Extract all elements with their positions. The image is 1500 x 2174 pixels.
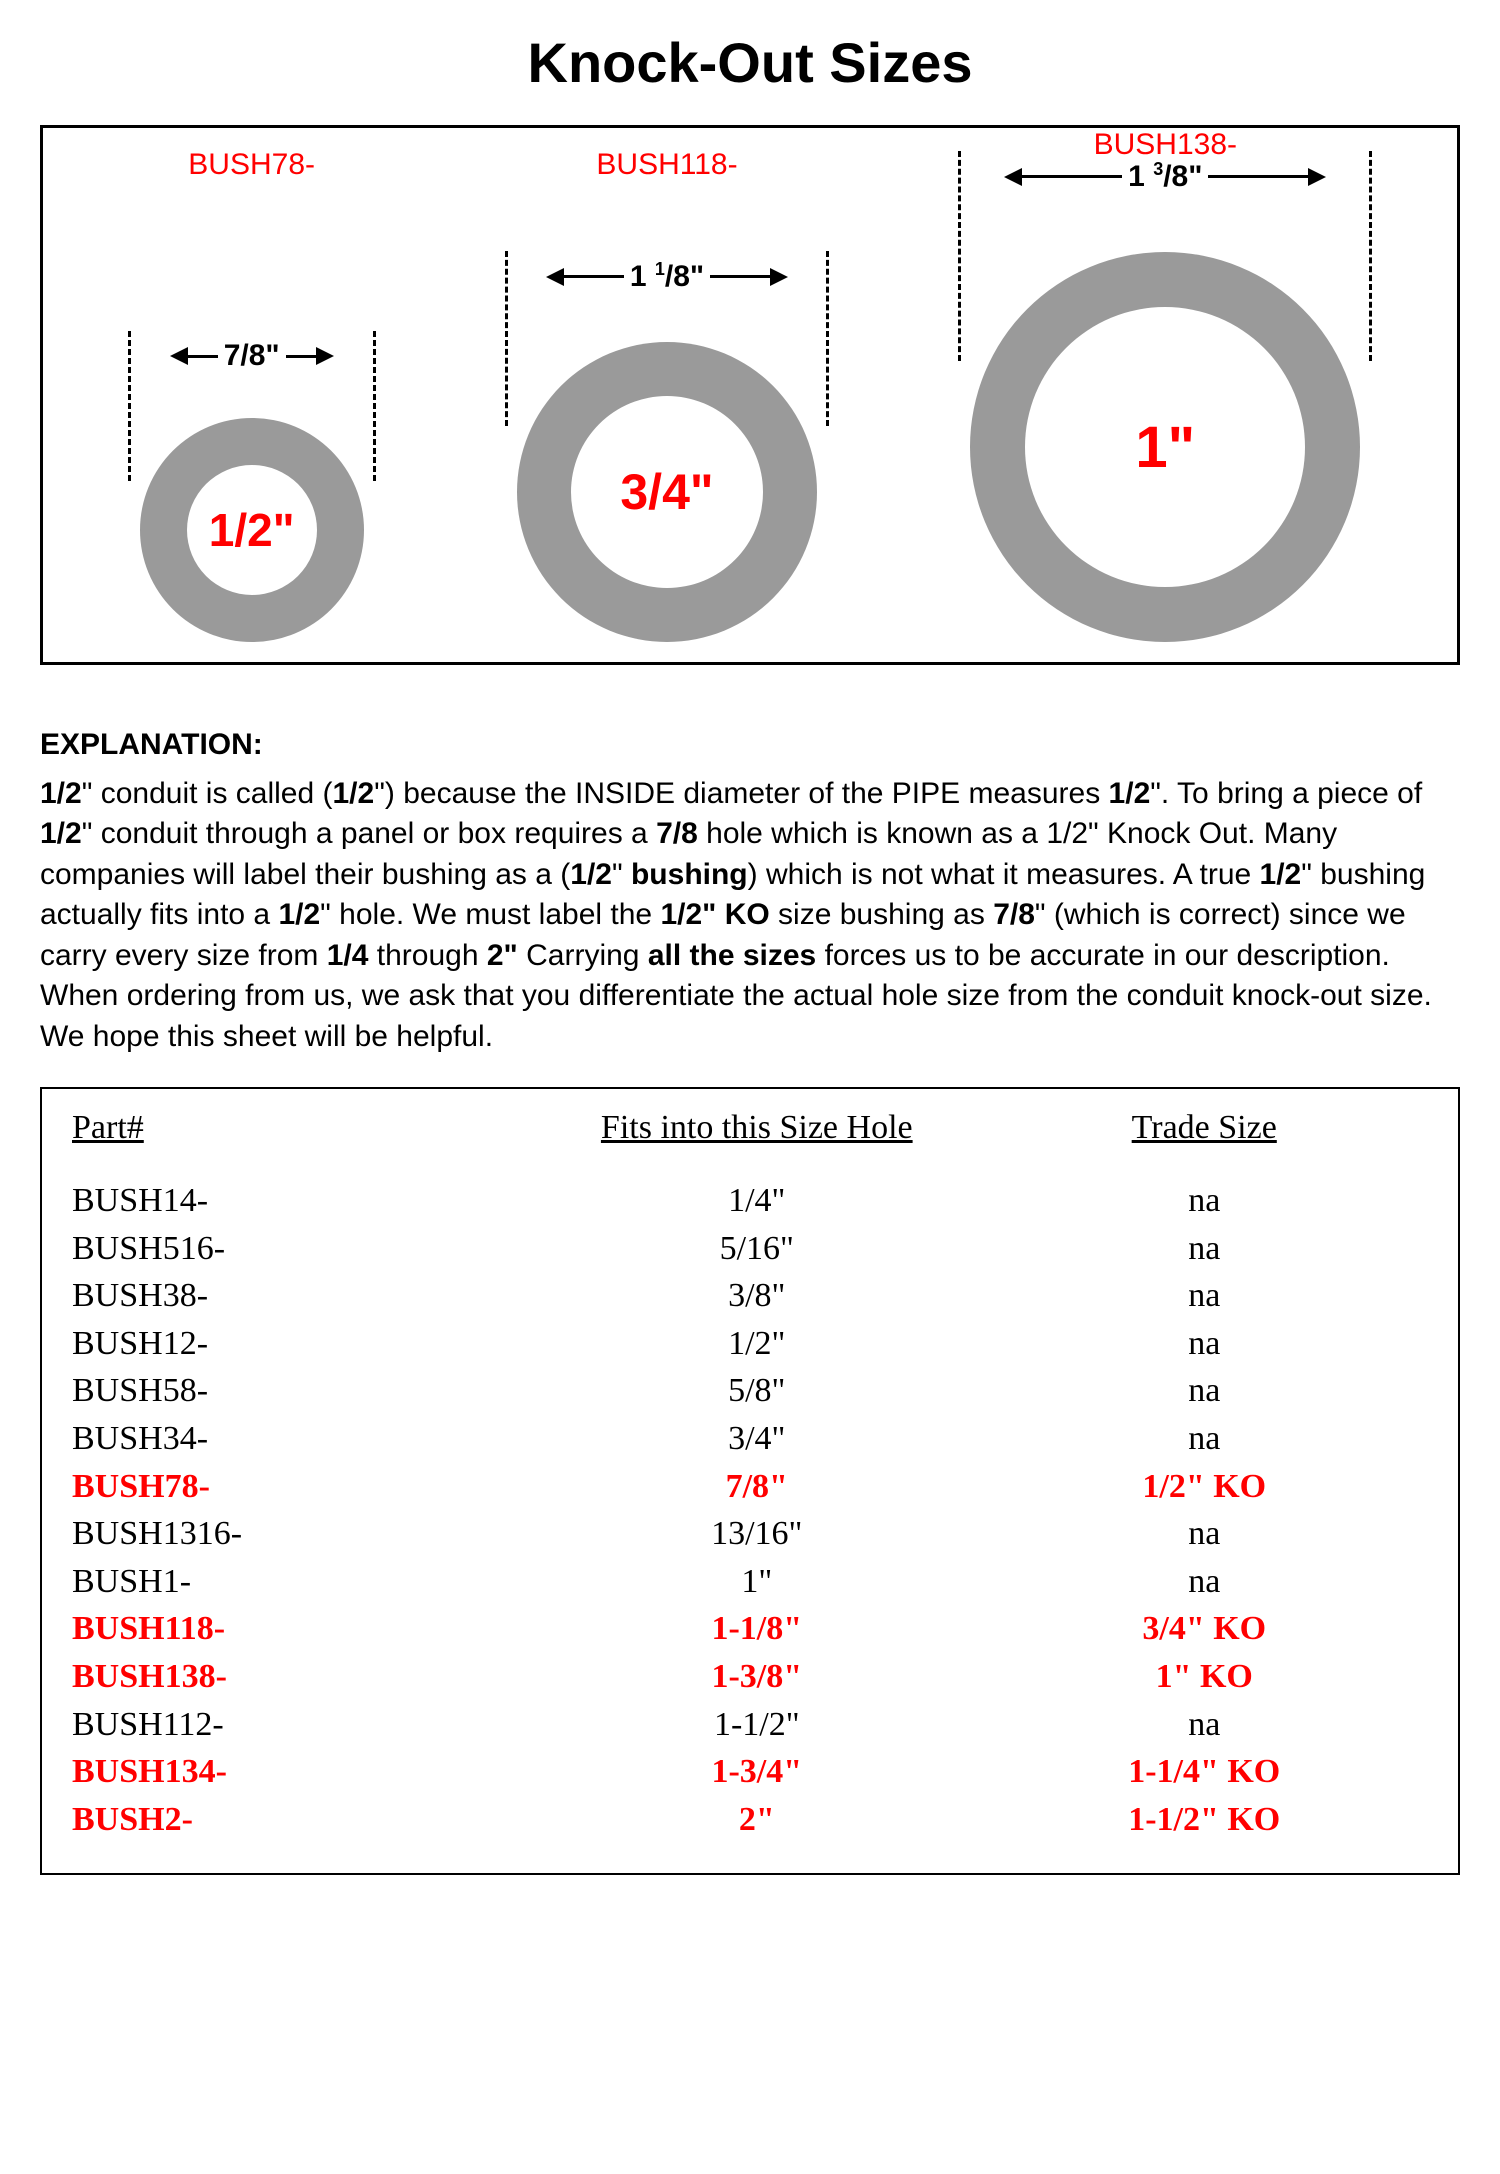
- cell-part: BUSH134-: [72, 1748, 533, 1796]
- cell-trade-size: na: [981, 1367, 1428, 1415]
- cell-part: BUSH516-: [72, 1225, 533, 1273]
- col-header-hole: Fits into this Size Hole: [533, 1109, 980, 1147]
- diagram-box: BUSH78-7/8"1/2"BUSH118-1 1/8"3/4"BUSH138…: [40, 125, 1460, 665]
- table-row: BUSH58-5/8"na: [72, 1367, 1428, 1415]
- cell-part: BUSH112-: [72, 1701, 533, 1749]
- cell-hole-size: 1": [533, 1558, 980, 1606]
- cell-part: BUSH1316-: [72, 1510, 533, 1558]
- table-row: BUSH1316-13/16"na: [72, 1510, 1428, 1558]
- dimension-row: 1 3/8": [958, 151, 1372, 361]
- cell-hole-size: 1/4": [533, 1177, 980, 1225]
- cell-trade-size: 1/2" KO: [981, 1463, 1428, 1511]
- bushing-diagram-0: BUSH78- 7/8" 1/2": [128, 138, 376, 642]
- cell-hole-size: 1-3/8": [533, 1653, 980, 1701]
- col-header-trade: Trade Size: [981, 1109, 1428, 1147]
- cell-part: BUSH138-: [72, 1653, 533, 1701]
- extension-line-left: [505, 251, 508, 426]
- cell-trade-size: 1-1/4" KO: [981, 1748, 1428, 1796]
- table-body: BUSH14-1/4"naBUSH516-5/16"naBUSH38-3/8"n…: [72, 1177, 1428, 1843]
- cell-hole-size: 1/2": [533, 1320, 980, 1368]
- cell-part: BUSH1-: [72, 1558, 533, 1606]
- cell-hole-size: 7/8": [533, 1463, 980, 1511]
- col-header-part: Part#: [72, 1109, 533, 1147]
- cell-trade-size: na: [981, 1177, 1428, 1225]
- dimension-label: 1 3/8": [1122, 159, 1208, 194]
- table-row: BUSH1-1"na: [72, 1558, 1428, 1606]
- cell-trade-size: na: [981, 1272, 1428, 1320]
- cell-hole-size: 2": [533, 1796, 980, 1844]
- cell-part: BUSH78-: [72, 1463, 533, 1511]
- dimension-arrow: 7/8": [134, 339, 370, 373]
- extension-line-right: [1369, 151, 1372, 361]
- cell-hole-size: 5/16": [533, 1225, 980, 1273]
- cell-hole-size: 5/8": [533, 1367, 980, 1415]
- bushing-center-label: 1": [1135, 414, 1195, 481]
- bushing-center-label: 1/2": [209, 503, 295, 557]
- explanation-heading: EXPLANATION:: [40, 725, 1460, 766]
- cell-trade-size: 1-1/2" KO: [981, 1796, 1428, 1844]
- bushing-part-label: BUSH118-: [596, 148, 737, 182]
- explanation-body: 1/2" conduit is called (1/2") because th…: [40, 774, 1460, 1058]
- dimension-row: 1 1/8": [505, 251, 829, 426]
- cell-hole-size: 3/8": [533, 1272, 980, 1320]
- table-row: BUSH2-2"1-1/2" KO: [72, 1796, 1428, 1844]
- extension-line-left: [958, 151, 961, 361]
- table-row: BUSH78-7/8"1/2" KO: [72, 1463, 1428, 1511]
- cell-trade-size: na: [981, 1320, 1428, 1368]
- cell-part: BUSH118-: [72, 1605, 533, 1653]
- cell-trade-size: na: [981, 1558, 1428, 1606]
- extension-line-right: [826, 251, 829, 426]
- bushing-center-label: 3/4": [620, 463, 713, 521]
- dimension-arrow: 1 1/8": [511, 259, 823, 294]
- extension-line-left: [128, 331, 131, 481]
- table-row: BUSH12-1/2"na: [72, 1320, 1428, 1368]
- cell-hole-size: 1-3/4": [533, 1748, 980, 1796]
- cell-part: BUSH12-: [72, 1320, 533, 1368]
- cell-hole-size: 1-1/8": [533, 1605, 980, 1653]
- bushing-diagram-2: BUSH138-1 3/8"1": [958, 138, 1372, 642]
- dimension-row: 7/8": [128, 331, 376, 481]
- table-header-row: Part# Fits into this Size Hole Trade Siz…: [72, 1109, 1428, 1147]
- table-row: BUSH118-1-1/8"3/4" KO: [72, 1605, 1428, 1653]
- page: Knock-Out Sizes BUSH78-7/8"1/2"BUSH118-1…: [0, 0, 1500, 1915]
- table-row: BUSH38-3/8"na: [72, 1272, 1428, 1320]
- cell-trade-size: na: [981, 1225, 1428, 1273]
- extension-line-right: [373, 331, 376, 481]
- table-row: BUSH516-5/16"na: [72, 1225, 1428, 1273]
- cell-hole-size: 1-1/2": [533, 1701, 980, 1749]
- page-title: Knock-Out Sizes: [40, 30, 1460, 95]
- table-row: BUSH14-1/4"na: [72, 1177, 1428, 1225]
- cell-part: BUSH34-: [72, 1415, 533, 1463]
- cell-trade-size: na: [981, 1510, 1428, 1558]
- dimension-label: 1 1/8": [624, 259, 710, 294]
- bushing-part-label: BUSH78-: [188, 148, 315, 182]
- dimension-arrow: 1 3/8": [964, 159, 1366, 194]
- cell-trade-size: na: [981, 1701, 1428, 1749]
- cell-hole-size: 3/4": [533, 1415, 980, 1463]
- cell-part: BUSH2-: [72, 1796, 533, 1844]
- cell-trade-size: na: [981, 1415, 1428, 1463]
- dimension-label: 7/8": [218, 339, 286, 373]
- table-row: BUSH34-3/4"na: [72, 1415, 1428, 1463]
- cell-trade-size: 1" KO: [981, 1653, 1428, 1701]
- bushing-diagram-1: BUSH118- 1 1/8" 3/4": [505, 138, 829, 642]
- explanation-block: EXPLANATION: 1/2" conduit is called (1/2…: [40, 725, 1460, 1057]
- table-row: BUSH138-1-3/8"1" KO: [72, 1653, 1428, 1701]
- table-row: BUSH134-1-3/4"1-1/4" KO: [72, 1748, 1428, 1796]
- cell-part: BUSH58-: [72, 1367, 533, 1415]
- bushing-ring-inner: 1/2": [187, 465, 317, 595]
- cell-trade-size: 3/4" KO: [981, 1605, 1428, 1653]
- table-row: BUSH112-1-1/2"na: [72, 1701, 1428, 1749]
- sizing-table: Part# Fits into this Size Hole Trade Siz…: [40, 1087, 1460, 1875]
- cell-part: BUSH38-: [72, 1272, 533, 1320]
- cell-hole-size: 13/16": [533, 1510, 980, 1558]
- cell-part: BUSH14-: [72, 1177, 533, 1225]
